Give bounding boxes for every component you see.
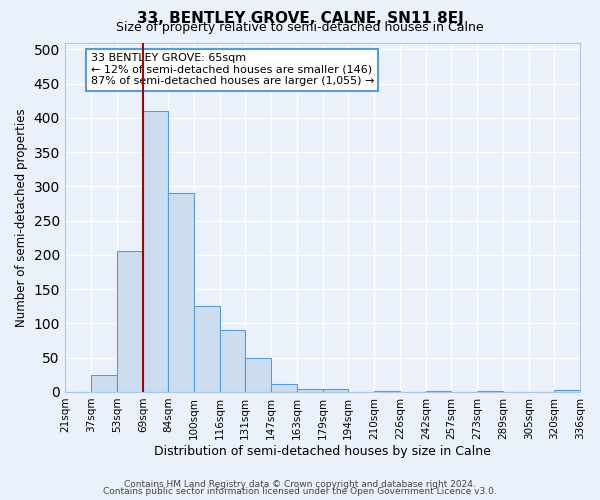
X-axis label: Distribution of semi-detached houses by size in Calne: Distribution of semi-detached houses by … xyxy=(154,444,491,458)
Bar xyxy=(143,111,168,392)
Text: 33, BENTLEY GROVE, CALNE, SN11 8EJ: 33, BENTLEY GROVE, CALNE, SN11 8EJ xyxy=(137,12,463,26)
Bar xyxy=(117,252,143,392)
Y-axis label: Number of semi-detached properties: Number of semi-detached properties xyxy=(15,108,28,326)
Bar xyxy=(323,388,348,392)
Bar xyxy=(245,358,271,392)
Bar xyxy=(220,330,245,392)
Bar xyxy=(554,390,580,392)
Bar xyxy=(297,388,323,392)
Bar xyxy=(91,375,117,392)
Bar xyxy=(271,384,297,392)
Text: Contains public sector information licensed under the Open Government Licence v3: Contains public sector information licen… xyxy=(103,487,497,496)
Bar xyxy=(194,306,220,392)
Text: Size of property relative to semi-detached houses in Calne: Size of property relative to semi-detach… xyxy=(116,22,484,35)
Text: 33 BENTLEY GROVE: 65sqm
← 12% of semi-detached houses are smaller (146)
87% of s: 33 BENTLEY GROVE: 65sqm ← 12% of semi-de… xyxy=(91,53,374,86)
Bar xyxy=(168,193,194,392)
Text: Contains HM Land Registry data © Crown copyright and database right 2024.: Contains HM Land Registry data © Crown c… xyxy=(124,480,476,489)
